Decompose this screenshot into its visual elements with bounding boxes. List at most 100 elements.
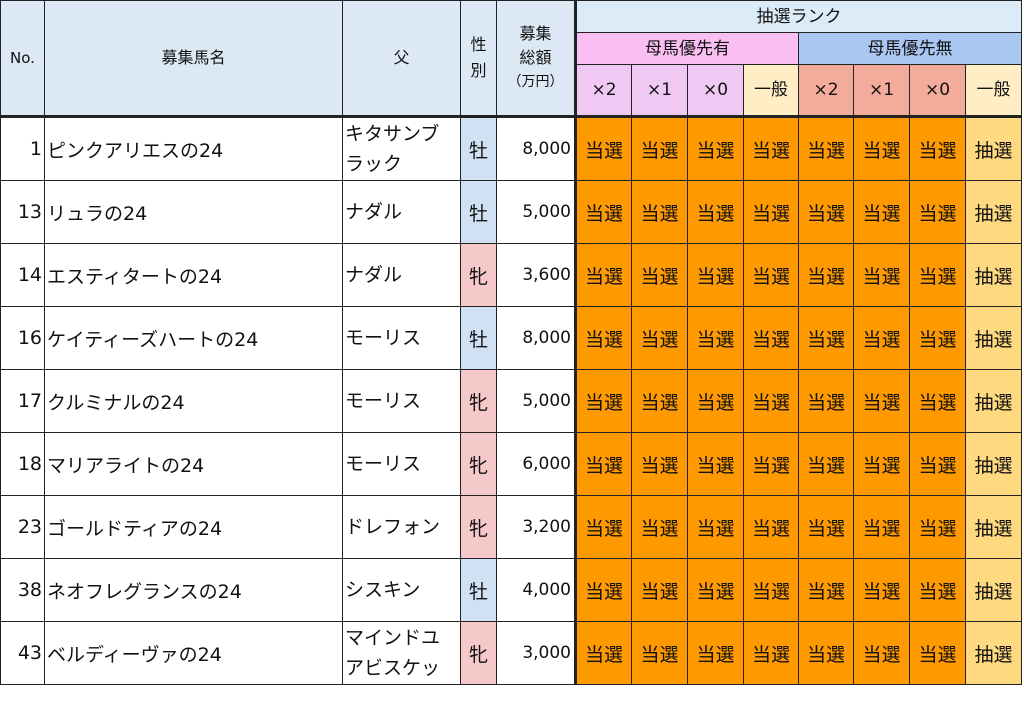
rank-result: 抽選: [965, 432, 1022, 496]
rank-result: 当選: [743, 432, 799, 496]
rank-result: 当選: [687, 495, 744, 559]
sex-badge: 牡: [460, 306, 497, 370]
sex-badge: 牝: [460, 621, 497, 685]
rank-result: 当選: [798, 369, 854, 433]
sire-name: ナダル: [342, 180, 461, 244]
rank-result: 当選: [853, 115, 910, 181]
horse-name: ケイティーズハートの24: [44, 306, 343, 370]
rank-result: 当選: [743, 115, 799, 181]
rank-result: 当選: [909, 243, 966, 307]
rank-result: 当選: [853, 495, 910, 559]
header-price-unit: （万円）: [507, 74, 564, 90]
rank-result: 当選: [853, 306, 910, 370]
rank-result: 当選: [631, 369, 688, 433]
row-number: 23: [0, 495, 45, 559]
rank-result: 当選: [909, 558, 966, 622]
table-body: 1 ピンクアリエスの24 キタサンブ ラック牡 8,000 当選 当選 当選 当選 当選 当選 当選抽…: [0, 115, 1022, 685]
header-lottery-rank: 抽選ランク: [574, 0, 1022, 33]
col-mu-x2: ×2: [798, 64, 854, 117]
rank-result: 当選: [798, 495, 854, 559]
row-number: 17: [0, 369, 45, 433]
rank-result: 当選: [853, 558, 910, 622]
lottery-rank-table: No. 募集馬名 父 性別 募集 総額 （万円） 抽選ランク 母馬優先有 母馬優…: [0, 0, 1022, 685]
rank-result: 当選: [687, 432, 744, 496]
rank-result: 当選: [631, 558, 688, 622]
rank-result: 抽選: [965, 115, 1022, 181]
col-yu-x1: ×1: [631, 64, 688, 117]
rank-result: 当選: [909, 306, 966, 370]
table-row: 1 ピンクアリエスの24 キタサンブ ラック牡 8,000 当選 当選 当選 当選 当選 当選 当選抽…: [0, 115, 1022, 181]
table-row: 17 クルミナルの24 モーリス牝 5,000 当選 当選 当選 当選 当選 当選 当選 抽選: [0, 369, 1022, 433]
table-row: 16 ケイティーズハートの24 モーリス牡 8,000 当選 当選 当選 当選 当選 当選 当選 抽選: [0, 306, 1022, 370]
total-price: 3,600: [496, 243, 576, 307]
rank-result: 当選: [853, 243, 910, 307]
rank-result: 当選: [909, 621, 966, 685]
table-row: 14 エスティタートの24 ナダル牝 3,600 当選 当選 当選 当選 当選 当選 当選 抽選: [0, 243, 1022, 307]
rank-result: 当選: [687, 115, 744, 181]
sex-badge: 牝: [460, 243, 497, 307]
header-sex-label: 性別: [470, 35, 487, 80]
total-price: 4,000: [496, 558, 576, 622]
sex-badge: 牡: [460, 115, 497, 181]
sire-line-1: ナダル: [345, 201, 403, 223]
table-row: 18 マリアライトの24 モーリス牝 6,000 当選 当選 当選 当選 当選 当選 当選 抽選: [0, 432, 1022, 496]
header-mare-priority-no: 母馬優先無: [798, 32, 1022, 65]
rank-result: 当選: [853, 180, 910, 244]
rank-result: 当選: [909, 495, 966, 559]
col-mu-x1: ×1: [853, 64, 910, 117]
table-row: 23 ゴールドティアの24 ドレフォン牝 3,200 当選 当選 当選 当選 当選 当選 当選 抽選: [0, 495, 1022, 559]
horse-name: クルミナルの24: [44, 369, 343, 433]
sex-badge: 牝: [460, 369, 497, 433]
col-mu-x0: ×0: [909, 64, 966, 117]
sire-line-1: ドレフォン: [345, 516, 441, 538]
rank-result: 抽選: [965, 621, 1022, 685]
horse-name: エスティタートの24: [44, 243, 343, 307]
rank-result: 当選: [687, 243, 744, 307]
table-row: 43 ベルディーヴァの24 マインドユ アビスケッ牝 3,000 当選 当選 当選 当選 当選 当選…: [0, 621, 1022, 685]
sire-line-1: シスキン: [345, 579, 421, 601]
rank-result: 当選: [853, 369, 910, 433]
sire-line-1: モーリス: [345, 327, 422, 349]
rank-result: 抽選: [965, 243, 1022, 307]
rank-result: 当選: [687, 558, 744, 622]
rank-result: 当選: [909, 369, 966, 433]
horse-name: リュラの24: [44, 180, 343, 244]
rank-result: 抽選: [965, 180, 1022, 244]
header-horse-name: 募集馬名: [44, 0, 343, 117]
rank-result: 当選: [798, 306, 854, 370]
rank-result: 当選: [631, 621, 688, 685]
rank-result: 当選: [798, 243, 854, 307]
sire-line-1: マインドユ: [345, 627, 441, 649]
col-yu-x2: ×2: [574, 64, 632, 117]
rank-result: 当選: [798, 558, 854, 622]
row-number: 43: [0, 621, 45, 685]
rank-result: 当選: [687, 621, 744, 685]
rank-result: 当選: [631, 243, 688, 307]
rank-result: 当選: [853, 432, 910, 496]
rank-result: 抽選: [965, 495, 1022, 559]
rank-result: 当選: [574, 558, 632, 622]
header-mare-priority-yes: 母馬優先有: [574, 32, 799, 65]
rank-result: 当選: [909, 115, 966, 181]
sire-line-1: ナダル: [345, 264, 403, 286]
sex-badge: 牡: [460, 558, 497, 622]
rank-result: 当選: [687, 369, 744, 433]
sire-name: ドレフォン: [342, 495, 461, 559]
row-number: 13: [0, 180, 45, 244]
table-row: 38 ネオフレグランスの24 シスキン牡 4,000 当選 当選 当選 当選 当選 当選 当選 抽選: [0, 558, 1022, 622]
sire-name: モーリス: [342, 369, 461, 433]
rank-result: 当選: [574, 306, 632, 370]
rank-result: 当選: [743, 621, 799, 685]
rank-result: 当選: [743, 306, 799, 370]
rank-result: 当選: [798, 180, 854, 244]
sire-line-1: モーリス: [345, 453, 422, 475]
col-yu-x0: ×0: [687, 64, 744, 117]
horse-name: ゴールドティアの24: [44, 495, 343, 559]
row-number: 14: [0, 243, 45, 307]
rank-result: 抽選: [965, 558, 1022, 622]
rank-result: 当選: [574, 180, 632, 244]
rank-result: 当選: [574, 115, 632, 181]
rank-result: 当選: [574, 243, 632, 307]
rank-result: 当選: [687, 180, 744, 244]
sire-line-1: モーリス: [345, 390, 422, 412]
